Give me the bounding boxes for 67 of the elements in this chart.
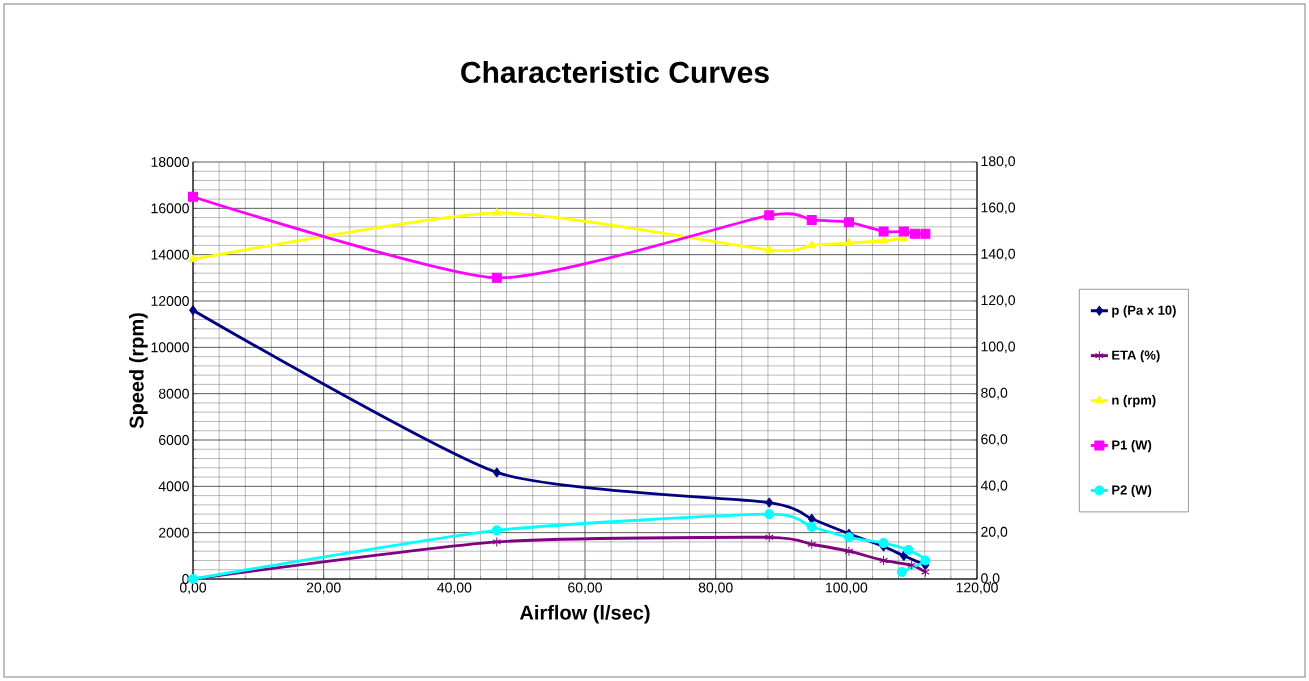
legend-label: P1 (W) (1112, 440, 1152, 453)
y-tick-label: 10000 (151, 342, 189, 353)
point (878, 226, 889, 237)
point (764, 509, 775, 520)
point (909, 228, 920, 239)
legend-label: P2 (W) (1112, 484, 1152, 498)
x-tick-label: 20,00 (306, 582, 341, 595)
y-tick-label: 4000 (158, 481, 189, 492)
point (879, 235, 888, 244)
point (491, 525, 502, 536)
point (806, 521, 817, 532)
x-axis-title: Airflow (l/sec) (519, 604, 650, 624)
y2-tick-label: 120,0 (981, 295, 1016, 307)
y2-tick-label: 20,0 (981, 526, 1008, 539)
y-tick-label: 18000 (151, 157, 189, 167)
y-tick-label: 2000 (159, 527, 189, 538)
y2-tick-label: 100,0 (981, 341, 1016, 354)
y-tick-label: 0 (182, 574, 189, 584)
point (807, 240, 817, 249)
y2-tick-label: 80,0 (981, 387, 1008, 400)
point (764, 532, 774, 543)
point (806, 214, 817, 225)
point (492, 467, 501, 478)
point (844, 546, 854, 557)
point (807, 513, 816, 524)
point (907, 560, 917, 571)
y2-tick-label: 60,0 (981, 434, 1008, 446)
x-tick-label: 100,00 (826, 582, 868, 595)
point (491, 272, 502, 283)
point (764, 210, 775, 221)
y-axis-title: Speed (rpm) (129, 313, 148, 429)
point (843, 217, 854, 228)
x-tick-label: 40,00 (437, 582, 472, 595)
y-tick-label: 14000 (151, 249, 189, 260)
y2-tick-label: 160,0 (981, 202, 1016, 215)
x-tick-label: 80,00 (698, 582, 733, 595)
y-tick-label: 8000 (158, 388, 189, 399)
point (189, 305, 197, 316)
point (898, 226, 909, 237)
point (188, 191, 199, 202)
point (903, 545, 914, 556)
point (843, 532, 854, 543)
y2-tick-label: 40,0 (980, 480, 1008, 493)
chart-title: Characteristic Curves (461, 60, 769, 84)
point (492, 536, 502, 547)
x-tick-label: 60,00 (568, 582, 602, 595)
y2-tick-label: 140,0 (981, 248, 1016, 261)
y-tick-label: 6000 (159, 435, 189, 445)
legend-label: n (rpm) (1112, 395, 1156, 408)
legend-label: ETA (%) (1112, 350, 1160, 363)
point (921, 567, 930, 578)
y-tick-label: 12000 (151, 296, 189, 306)
legend-label: p (Pa x 10) (1112, 305, 1176, 318)
point (764, 245, 774, 253)
point (844, 238, 854, 246)
point (492, 207, 502, 216)
point (899, 550, 908, 561)
point (807, 539, 817, 550)
y-tick-label: 16000 (151, 203, 189, 214)
point (765, 497, 774, 508)
point (896, 567, 907, 578)
point (920, 228, 931, 239)
point (188, 254, 198, 263)
x-tick-label: 0,00 (179, 582, 207, 595)
y2-tick-label: 180,0 (981, 156, 1016, 168)
point (879, 555, 888, 566)
point (920, 555, 931, 566)
